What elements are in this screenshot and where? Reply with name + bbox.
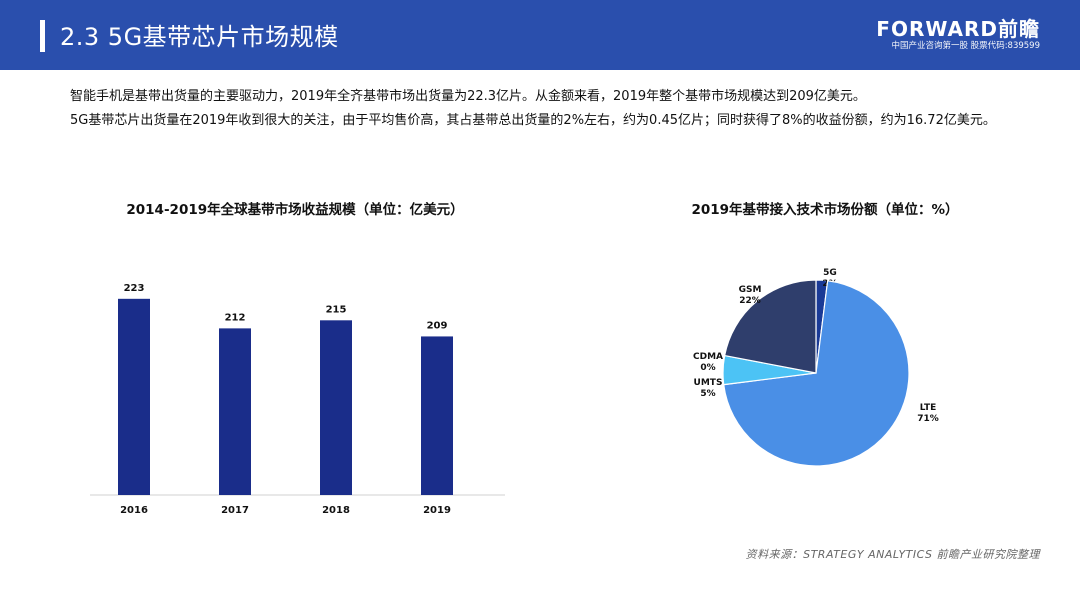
bar-value-label: 223 xyxy=(124,283,145,294)
source-note: 资料来源：STRATEGY ANALYTICS 前瞻产业研究院整理 xyxy=(745,548,1040,561)
bar-chart-title: 2014-2019年全球基带市场收益规模（单位：亿美元） xyxy=(126,202,464,218)
header-bar: 2.3 5G基带芯片市场规模 FORWARD前瞻 中国产业咨询第一股 股票代码:… xyxy=(0,0,1080,70)
bar-value-label: 209 xyxy=(427,320,448,331)
brand-name: FORWARD前瞻 xyxy=(876,17,1040,41)
page-title: 2.3 5G基带芯片市场规模 xyxy=(60,23,339,51)
pie-slice-gsm xyxy=(723,279,817,374)
pie-label-name: CDMA xyxy=(693,352,723,362)
bar-2018 xyxy=(320,320,352,495)
intro-text: 智能手机是基带出货量的主要驱动力，2019年全齐基带市场出货量为22.3亿片。从… xyxy=(70,86,1040,134)
pie-chart-title: 2019年基带接入技术市场份额（单位：%） xyxy=(691,202,959,218)
pie-label-value: 71% xyxy=(917,414,939,424)
pie-label-value: 22% xyxy=(739,296,761,306)
title-accent-bar xyxy=(40,20,45,52)
bar-2019 xyxy=(421,336,453,495)
brand-logo: FORWARD前瞻 中国产业咨询第一股 股票代码:839599 xyxy=(876,18,1040,52)
intro-paragraph-1: 智能手机是基带出货量的主要驱动力，2019年全齐基带市场出货量为22.3亿片。从… xyxy=(70,89,866,104)
pie-label-value: 0% xyxy=(700,363,715,373)
x-tick-label: 2019 xyxy=(423,505,451,516)
bar-value-label: 212 xyxy=(225,312,246,323)
x-tick-label: 2018 xyxy=(322,505,350,516)
bar-2017 xyxy=(219,328,251,495)
bar-chart: 223 2016 212 2017 215 2018 209 2019 xyxy=(90,283,505,516)
pie-label-name: LTE xyxy=(920,403,937,413)
intro-paragraph-2: 5G基带芯片出货量在2019年收到很大的关注，由于平均售价高，其占基带总出货量的… xyxy=(70,113,996,128)
x-tick-label: 2017 xyxy=(221,505,249,516)
pie-label-name: 5G xyxy=(823,268,837,278)
pie-label-name: GSM xyxy=(739,285,762,295)
pie-label-value: 5% xyxy=(700,389,715,399)
brand-subtitle: 中国产业咨询第一股 股票代码:839599 xyxy=(891,41,1040,51)
bar-2016 xyxy=(118,298,150,495)
pie-label-name: UMTS xyxy=(694,378,723,388)
bar-value-label: 215 xyxy=(326,304,347,315)
x-tick-label: 2016 xyxy=(120,505,148,516)
